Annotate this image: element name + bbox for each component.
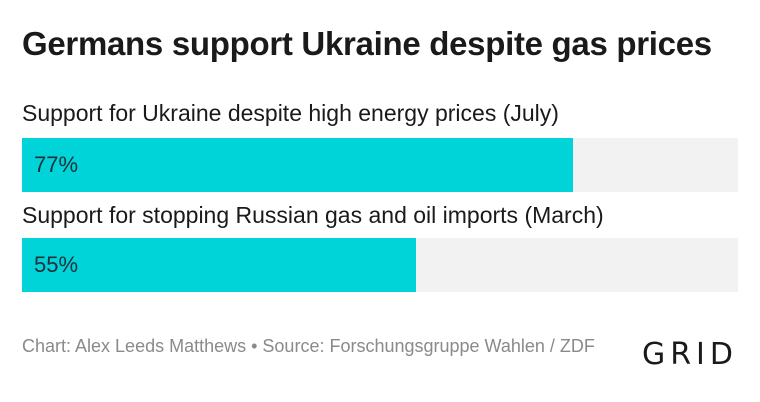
bar-label-march: Support for stopping Russian gas and oil… (22, 202, 604, 228)
chart-title: Germans support Ukraine despite gas pric… (22, 25, 712, 62)
grid-logo[interactable]: GRID (641, 337, 738, 372)
bar-value-march: 55% (34, 252, 79, 277)
bar-track-july: 77% (22, 138, 738, 192)
bar-fill-march (22, 238, 416, 292)
bar-value-july: 77% (34, 152, 79, 177)
chart-credit: Chart: Alex Leeds Matthews • Source: For… (22, 336, 595, 356)
bar-label-july: Support for Ukraine despite high energy … (22, 100, 559, 126)
bar-fill-july (22, 138, 574, 192)
bar-track-march: 55% (22, 238, 738, 292)
